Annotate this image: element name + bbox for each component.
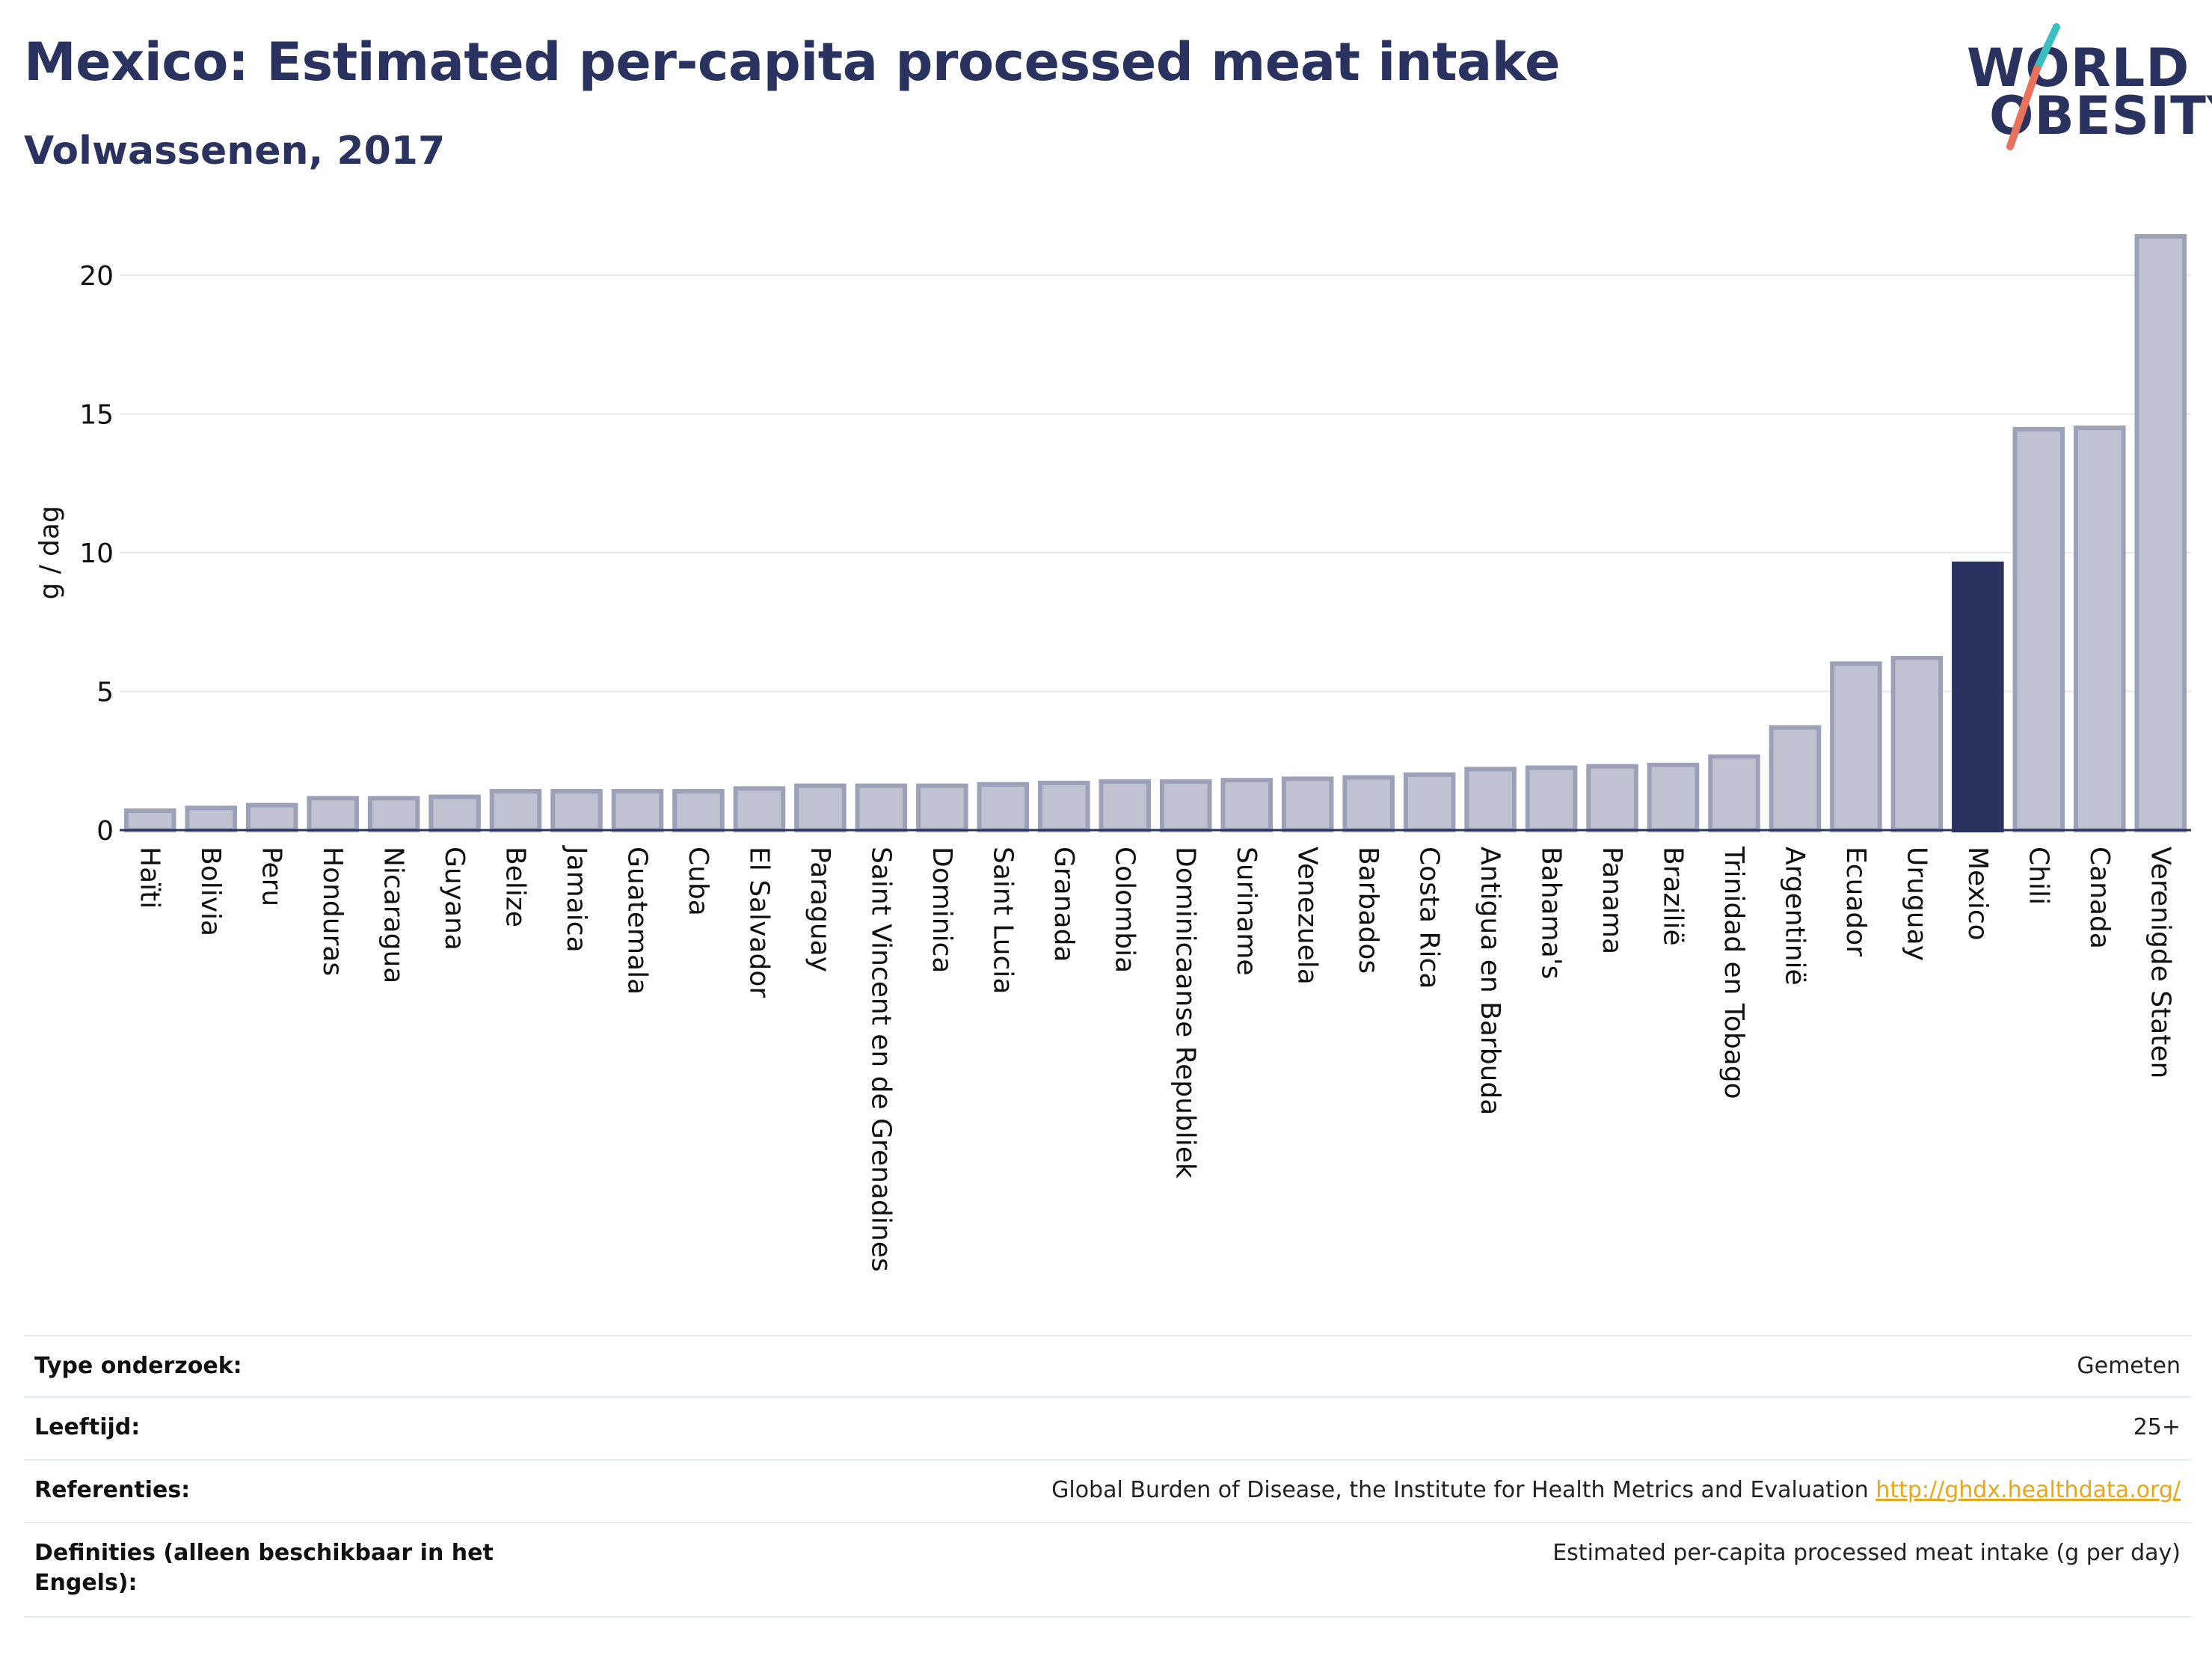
bar-chart: 0 5 10 15 20 g / dag Haïti Bolivia Peru Honduras N… bbox=[34, 234, 2191, 1272]
page-title: Mexico: Estimated per-capita processed m… bbox=[24, 31, 1560, 93]
bar bbox=[1403, 772, 1456, 833]
info-value-type: Gemeten bbox=[2077, 1353, 2181, 1379]
bar bbox=[1830, 661, 1882, 833]
y-tick-label: 10 bbox=[79, 538, 114, 569]
bar bbox=[245, 802, 298, 832]
x-tick-label: Jamaica bbox=[561, 845, 592, 953]
x-tick-label: Barbados bbox=[1353, 847, 1383, 974]
x-tick-label: Bahama's bbox=[1536, 847, 1567, 979]
info-label-definitions: Definities (alleen beschikbaar in het En… bbox=[34, 1540, 494, 1596]
y-tick-label: 5 bbox=[96, 678, 114, 708]
x-tick-label: Suriname bbox=[1231, 847, 1262, 976]
info-value-definitions: Estimated per-capita processed meat inta… bbox=[1552, 1540, 2181, 1566]
info-row-definitions: Definities (alleen beschikbaar in het En… bbox=[24, 1522, 2191, 1618]
info-value-references: Global Burden of Disease, the Institute … bbox=[1051, 1476, 2181, 1505]
bar bbox=[1952, 561, 2004, 833]
bar bbox=[489, 789, 542, 833]
bar bbox=[550, 789, 603, 833]
info-row-references: Referenties: Global Burden of Disease, t… bbox=[24, 1459, 2191, 1522]
x-tick-label: Haïti bbox=[135, 847, 165, 909]
bar bbox=[428, 794, 481, 832]
bar bbox=[2012, 426, 2065, 832]
x-tick-label: Nicaragua bbox=[378, 847, 409, 983]
reference-text: Global Burden of Disease, the Institute … bbox=[1051, 1477, 1869, 1503]
bar bbox=[2134, 234, 2187, 832]
logo-slash-icon bbox=[2006, 23, 2060, 150]
bar bbox=[1890, 655, 1944, 832]
x-tick-label: Honduras bbox=[317, 847, 348, 976]
bar bbox=[611, 789, 664, 833]
info-label-type: Type onderzoek: bbox=[34, 1353, 242, 1379]
x-tick-label: Guatemala bbox=[622, 847, 653, 995]
x-tick-label: Ecuador bbox=[1840, 847, 1871, 957]
x-tick-label: Cuba bbox=[683, 847, 713, 916]
x-tick-label: Dominicaanse Republiek bbox=[1170, 847, 1201, 1179]
bar bbox=[733, 786, 786, 832]
x-tick-label: El Salvador bbox=[743, 847, 774, 998]
bar bbox=[1647, 762, 1700, 832]
bar bbox=[1464, 767, 1517, 833]
x-tick-label: Verenigde Staten bbox=[2145, 847, 2175, 1078]
bar bbox=[794, 783, 847, 833]
x-tick-label: Chili bbox=[2023, 847, 2053, 905]
info-row-type: Type onderzoek: Gemeten bbox=[24, 1335, 2191, 1396]
x-tick-label: Costa Rica bbox=[1414, 847, 1445, 989]
x-tick-label: Trinidad en Tobago bbox=[1718, 846, 1749, 1099]
y-tick-label: 20 bbox=[79, 261, 114, 292]
bar bbox=[916, 783, 968, 833]
info-label-references: Referenties: bbox=[34, 1477, 191, 1503]
x-tick-label: Granada bbox=[1048, 847, 1079, 962]
world-obesity-logo: WORLD OBESITY bbox=[1944, 22, 2212, 157]
bar bbox=[367, 796, 420, 832]
x-tick-label: Uruguay bbox=[1901, 847, 1932, 961]
bar bbox=[307, 796, 359, 832]
bar bbox=[1099, 779, 1152, 832]
x-tick-label: Brazilië bbox=[1658, 847, 1689, 946]
x-tick-label: Canada bbox=[2084, 847, 2115, 949]
x-tick-label: Colombia bbox=[1109, 847, 1140, 973]
page-subtitle: Volwassenen, 2017 bbox=[24, 129, 446, 174]
bar bbox=[855, 783, 908, 833]
bar bbox=[1342, 775, 1395, 833]
x-tick-label: Antigua en Barbuda bbox=[1475, 847, 1505, 1115]
x-tick-label: Bolivia bbox=[195, 847, 226, 936]
x-tick-label: Saint Lucia bbox=[987, 847, 1018, 994]
y-tick-label: 15 bbox=[79, 400, 114, 431]
bar bbox=[1586, 764, 1638, 833]
reference-link[interactable]: http://ghdx.healthdata.org/ bbox=[1875, 1477, 2181, 1503]
info-table: Type onderzoek: Gemeten Leeftijd: 25+ Re… bbox=[24, 1335, 2191, 1618]
x-tick-label: Dominica bbox=[927, 847, 957, 974]
bar bbox=[1708, 754, 1760, 832]
x-tick-label: Paraguay bbox=[805, 847, 835, 972]
x-tick-label: Peru bbox=[256, 847, 287, 906]
bar bbox=[1525, 765, 1578, 833]
info-row-age: Leeftijd: 25+ bbox=[24, 1396, 2191, 1459]
bar bbox=[1038, 780, 1090, 833]
x-tick-label: Belize bbox=[500, 847, 531, 927]
bar bbox=[1281, 776, 1334, 832]
y-tick-label: 0 bbox=[96, 816, 114, 847]
x-tick-label: Mexico bbox=[1962, 847, 1993, 941]
bar bbox=[185, 805, 237, 832]
bar bbox=[1769, 725, 1822, 832]
x-tick-label: Argentinië bbox=[1779, 847, 1810, 986]
info-value-age: 25+ bbox=[2133, 1414, 2181, 1440]
bar bbox=[977, 782, 1030, 833]
info-label-age: Leeftijd: bbox=[34, 1414, 141, 1440]
logo-line1: WORLD bbox=[1967, 37, 2190, 99]
bar bbox=[123, 808, 176, 833]
x-tick-label: Saint Vincent en de Grenadines bbox=[865, 847, 896, 1272]
x-tick-label: Panama bbox=[1597, 847, 1627, 954]
bar bbox=[1159, 779, 1212, 832]
y-axis-label: g / dag bbox=[34, 506, 65, 600]
bar bbox=[672, 789, 725, 833]
x-tick-label: Venezuela bbox=[1292, 847, 1323, 985]
bar bbox=[2074, 426, 2126, 832]
bar bbox=[1220, 778, 1273, 832]
x-tick-label: Guyana bbox=[439, 847, 470, 951]
